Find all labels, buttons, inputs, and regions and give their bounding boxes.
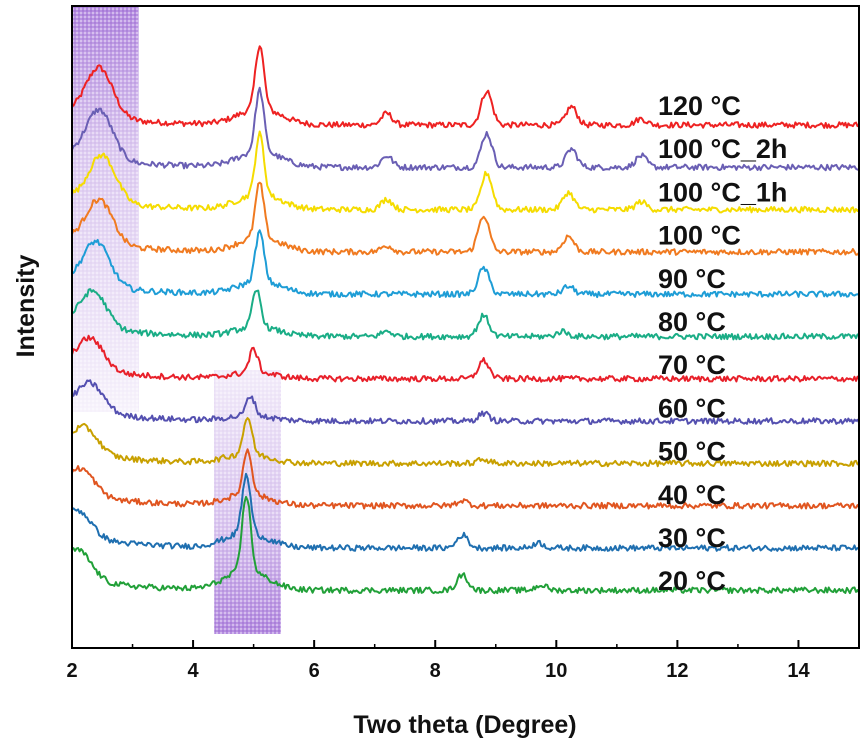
series-label: 100 °C_1h [658, 177, 787, 207]
x-tick-label: 4 [188, 660, 200, 682]
highlight-regions [72, 6, 281, 634]
series-label: 40 °C [658, 480, 726, 510]
series-line [71, 495, 860, 595]
series-label: 120 °C [658, 91, 741, 121]
series-label: 50 °C [658, 437, 726, 467]
x-axis-title: Two theta (Degree) [353, 711, 576, 739]
series-label: 20 °C [658, 566, 726, 596]
series-line [71, 181, 860, 256]
series-label: 80 °C [658, 307, 726, 337]
series-line [71, 334, 860, 383]
series-line [71, 472, 860, 552]
series-label: 90 °C [658, 264, 726, 294]
x-tick-label: 6 [309, 660, 320, 682]
series-label: 70 °C [658, 350, 726, 380]
x-tick-label: 14 [787, 660, 810, 682]
series-labels: 120 °C 100 °C_2h 100 °C_1h 100 °C 90 °C 80 °C… [658, 91, 787, 596]
series-label: 100 °C [658, 221, 741, 251]
series-label: 60 °C [658, 393, 726, 423]
series-label: 100 °C_2h [658, 134, 787, 164]
x-tick-label: 12 [666, 660, 688, 682]
x-tick-label: 8 [430, 660, 441, 682]
series-line [71, 379, 860, 425]
x-tick-label: 10 [545, 660, 567, 682]
xrd-traces [71, 45, 860, 595]
series-line [71, 130, 860, 214]
series-line [71, 288, 860, 341]
series-line [71, 448, 860, 510]
plot-frame [71, 5, 860, 649]
series-label: 30 °C [658, 523, 726, 553]
x-axis-ticks: 2 4 6 8 10 12 14 [66, 640, 810, 682]
y-axis-title: Intensity [12, 255, 40, 358]
x-tick-label: 2 [66, 660, 77, 682]
series-line [71, 45, 860, 129]
series-line [71, 86, 859, 172]
highlight-region-fade [72, 6, 139, 412]
series-line [71, 229, 860, 299]
series-line [71, 417, 860, 468]
